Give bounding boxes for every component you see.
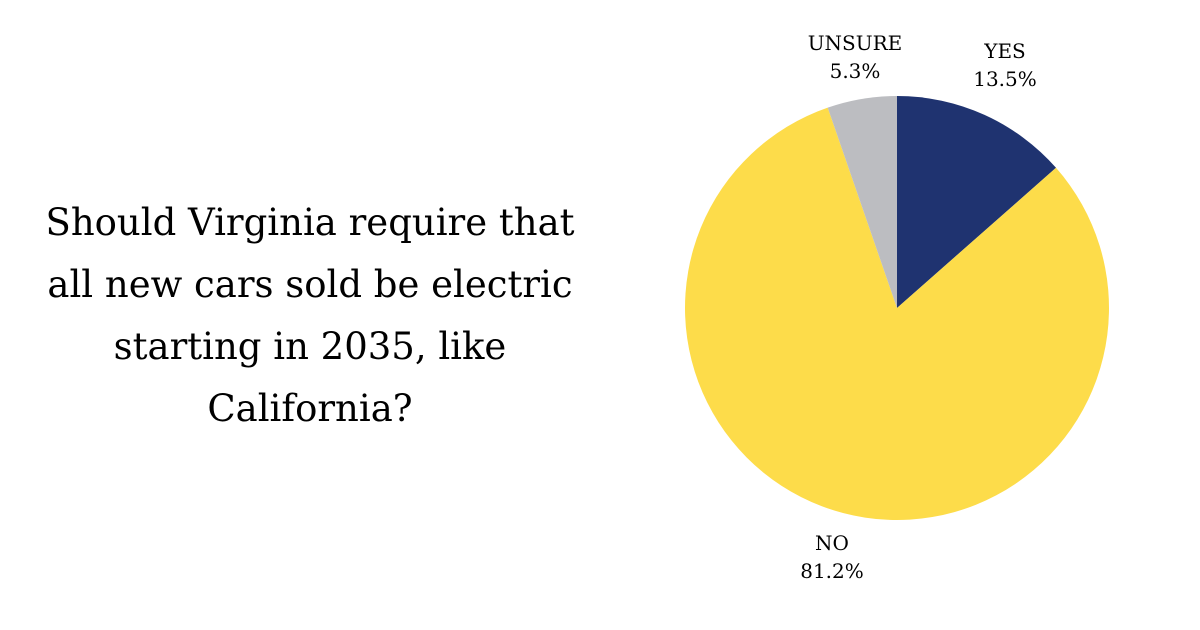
chart-title: Should Virginia require that all new car…	[45, 201, 575, 430]
slice-value-label: 5.3%	[830, 59, 881, 83]
slice-value-label: 81.2%	[800, 559, 864, 583]
slice-label-unsure: UNSURE 5.3%	[808, 31, 903, 83]
slice-label-yes: YES 13.5%	[973, 39, 1037, 91]
slice-category-label: UNSURE	[808, 31, 903, 55]
pie-slice-yes	[897, 96, 1057, 308]
slice-label-no: NO 81.2%	[800, 531, 864, 583]
pie-slice-unsure	[827, 96, 897, 308]
slice-category-label: YES	[983, 39, 1026, 63]
slice-category-label: NO	[815, 531, 849, 555]
pie-slice-no	[685, 107, 1110, 521]
slice-value-label: 13.5%	[973, 67, 1037, 91]
